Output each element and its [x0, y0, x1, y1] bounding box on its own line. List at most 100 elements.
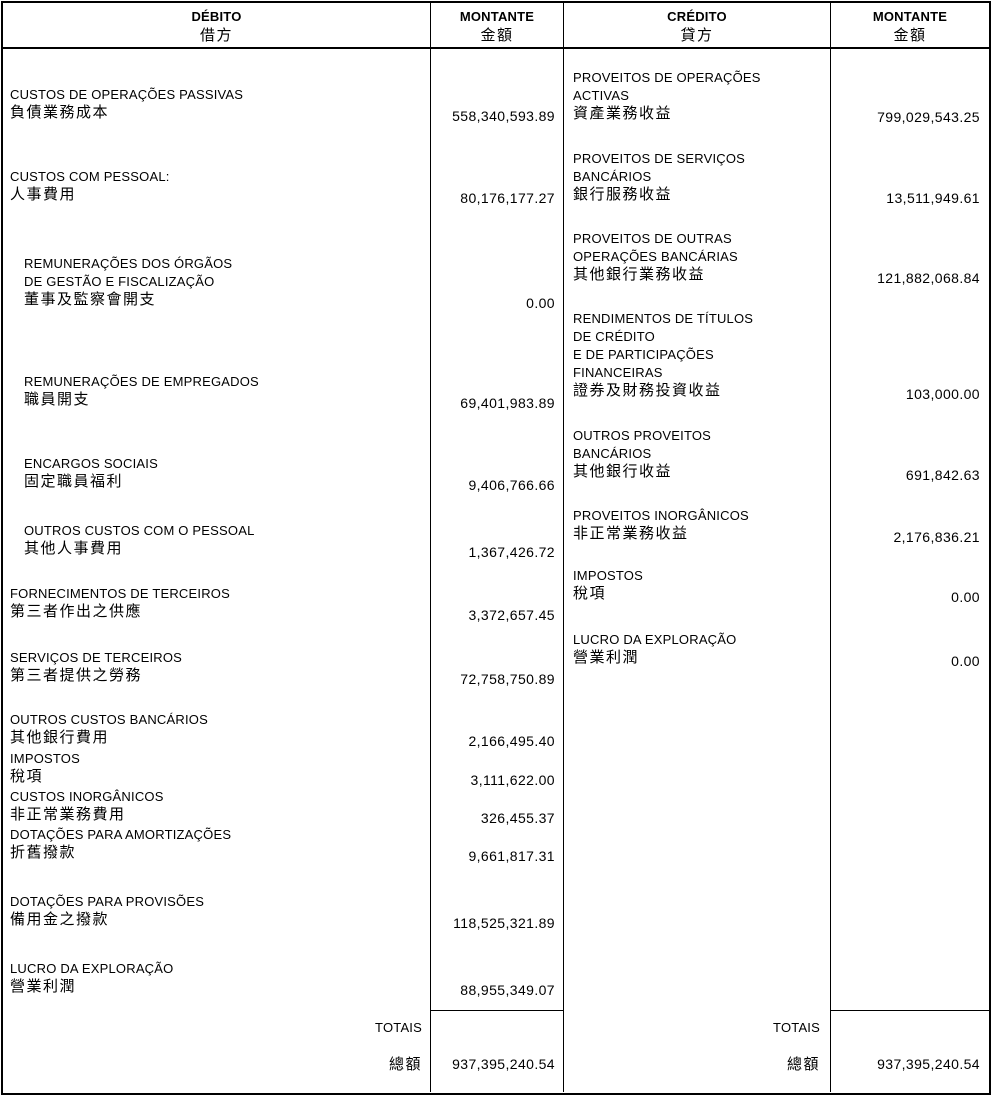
credit-item-amount: 103,000.00 [905, 386, 980, 402]
header-amount2-label-zh: 金額 [893, 27, 927, 44]
debit-item-amount: 88,955,349.07 [460, 982, 555, 998]
debit-item-amount: 326,455.37 [480, 810, 555, 826]
header-amount2-label-pt: MONTANTE [872, 9, 948, 24]
debit-item-amount: 558,340,593.89 [452, 108, 555, 124]
debit-item: OUTROS CUSTOS COM O PESSOAL 其他人事費用 [24, 522, 420, 558]
debit-item-name-zh: 折舊撥款 [10, 844, 77, 861]
debit-item-name-pt: OUTROS CUSTOS COM O PESSOAL [24, 523, 255, 538]
debit-item-amount: 118,525,321.89 [453, 915, 555, 931]
credit-totals-separator-line [831, 1010, 989, 1011]
credit-item-amount: 0.00 [951, 653, 980, 669]
credit-item-name-zh: 非正常業務收益 [573, 525, 689, 542]
credit-item-name-pt: RENDIMENTOS DE TÍTULOS DE CRÉDITO E DE P… [573, 311, 754, 380]
credit-item-amount: 0.00 [951, 589, 980, 605]
debit-item-name-zh: 其他銀行費用 [10, 729, 110, 746]
debit-item-name-zh: 固定職員福利 [24, 473, 124, 490]
credit-item: PROVEITOS INORGÂNICOS 非正常業務收益 [573, 507, 825, 543]
credit-item: RENDIMENTOS DE TÍTULOS DE CRÉDITO E DE P… [573, 310, 825, 400]
debit-item-name-zh: 董事及監察會開支 [24, 291, 157, 308]
credit-total-amount: 937,395,240.54 [877, 1056, 980, 1072]
debit-item: IMPOSTOS 稅項 [10, 750, 420, 786]
header-credit-label-pt: CRÉDITO [667, 9, 727, 24]
column-divider-1 [430, 3, 431, 1092]
credit-totals-label-zh: 總額 [786, 1056, 820, 1073]
debit-item-name-pt: FORNECIMENTOS DE TERCEIROS [10, 586, 230, 601]
debit-item: DOTAÇÕES PARA AMORTIZAÇÕES 折舊撥款 [10, 826, 420, 862]
credit-item-amount: 121,882,068.84 [877, 270, 980, 286]
debit-item-name-pt: IMPOSTOS [10, 751, 80, 766]
debit-totals-label-pt: TOTAIS [375, 1020, 422, 1035]
debit-item: REMUNERAÇÕES DE EMPREGADOS 職員開支 [24, 373, 420, 409]
credit-totals-label-pt: TOTAIS [773, 1020, 820, 1035]
credit-item: OUTROS PROVEITOS BANCÁRIOS 其他銀行收益 [573, 427, 825, 481]
debit-item-amount: 0.00 [526, 295, 555, 311]
debit-item-name-pt: SERVIÇOS DE TERCEIROS [10, 650, 183, 665]
debit-item-amount: 1,367,426.72 [468, 544, 555, 560]
debit-totals-separator-line [431, 1010, 563, 1011]
credit-item: LUCRO DA EXPLORAÇÃO 營業利潤 [573, 631, 825, 667]
header-amount1-label-pt: MONTANTE [459, 9, 535, 24]
credit-item: PROVEITOS DE OPERAÇÕES ACTIVAS 資產業務收益 [573, 69, 825, 123]
credit-item: PROVEITOS DE SERVIÇOS BANCÁRIOS 銀行服務收益 [573, 150, 825, 204]
debit-item-name-zh: 第三者提供之勞務 [10, 667, 143, 684]
header-debit-label-pt: DÉBITO [191, 9, 242, 24]
debit-item-name-pt: DOTAÇÕES PARA AMORTIZAÇÕES [10, 827, 232, 842]
header-amount1-label-zh: 金額 [480, 27, 514, 44]
debit-item: DOTAÇÕES PARA PROVISÕES 備用金之撥款 [10, 893, 420, 929]
header-debit-label-zh: 借方 [199, 27, 233, 44]
debit-item: FORNECIMENTOS DE TERCEIROS 第三者作出之供應 [10, 585, 420, 621]
debit-item-name-pt: CUSTOS COM PESSOAL: [10, 169, 170, 184]
debit-item-amount: 3,111,622.00 [470, 772, 555, 788]
credit-item-name-zh: 其他銀行收益 [573, 463, 673, 480]
credit-item-name-zh: 稅項 [573, 585, 607, 602]
header-cell-debit: DÉBITO 借方 [3, 8, 430, 46]
debit-item-name-pt: REMUNERAÇÕES DE EMPREGADOS [24, 374, 259, 389]
column-divider-3 [830, 3, 831, 1092]
debit-item-amount: 69,401,983.89 [460, 395, 555, 411]
debit-item-name-pt: DOTAÇÕES PARA PROVISÕES [10, 894, 205, 909]
debit-item-name-zh: 第三者作出之供應 [10, 603, 143, 620]
debit-item: CUSTOS COM PESSOAL: 人事費用 [10, 168, 420, 204]
credit-item-name-zh: 證券及財務投資收益 [573, 382, 722, 399]
credit-item-name-zh: 營業利潤 [573, 649, 640, 666]
debit-total-amount: 937,395,240.54 [452, 1056, 555, 1072]
debit-item-amount: 80,176,177.27 [460, 190, 555, 206]
credit-item-name-pt: OUTROS PROVEITOS BANCÁRIOS [573, 428, 712, 461]
credit-item-amount: 2,176,836.21 [893, 529, 980, 545]
debit-item-name-zh: 稅項 [10, 768, 44, 785]
header-credit-label-zh: 貸方 [680, 27, 714, 44]
debit-item: LUCRO DA EXPLORAÇÃO 營業利潤 [10, 960, 420, 996]
credit-item-amount: 691,842.63 [905, 467, 980, 483]
debit-item-name-pt: ENCARGOS SOCIAIS [24, 456, 158, 471]
debit-item-name-zh: 人事費用 [10, 186, 77, 203]
credit-item-amount: 13,511,949.61 [886, 190, 980, 206]
debit-item: CUSTOS DE OPERAÇÕES PASSIVAS 負債業務成本 [10, 86, 420, 122]
debit-item: REMUNERAÇÕES DOS ÓRGÃOS DE GESTÃO E FISC… [24, 255, 420, 309]
debit-item: CUSTOS INORGÂNICOS 非正常業務費用 [10, 788, 420, 824]
debit-item-name-zh: 備用金之撥款 [10, 911, 110, 928]
header-separator-line [3, 47, 989, 49]
credit-item-name-pt: LUCRO DA EXPLORAÇÃO [573, 632, 737, 647]
debit-item-name-zh: 其他人事費用 [24, 540, 124, 557]
credit-item-name-pt: PROVEITOS DE SERVIÇOS BANCÁRIOS [573, 151, 746, 184]
credit-item-name-zh: 其他銀行業務收益 [573, 266, 706, 283]
debit-item: OUTROS CUSTOS BANCÁRIOS 其他銀行費用 [10, 711, 420, 747]
credit-item-name-pt: IMPOSTOS [573, 568, 643, 583]
debit-item-amount: 2,166,495.40 [468, 733, 555, 749]
header-cell-amount-credit: MONTANTE 金額 [831, 8, 989, 46]
debit-totals-label-zh: 總額 [388, 1056, 422, 1073]
debit-item-amount: 72,758,750.89 [460, 671, 555, 687]
debit-item-name-zh: 非正常業務費用 [10, 806, 126, 823]
credit-item-name-zh: 資產業務收益 [573, 105, 673, 122]
header-cell-credit: CRÉDITO 貸方 [564, 8, 830, 46]
credit-item-amount: 799,029,543.25 [877, 109, 980, 125]
debit-item: ENCARGOS SOCIAIS 固定職員福利 [24, 455, 420, 491]
credit-item: IMPOSTOS 稅項 [573, 567, 825, 603]
debit-item-amount: 9,406,766.66 [468, 477, 555, 493]
debit-item-amount: 9,661,817.31 [468, 848, 555, 864]
header-cell-amount-debit: MONTANTE 金額 [431, 8, 563, 46]
debit-item-name-pt: CUSTOS DE OPERAÇÕES PASSIVAS [10, 87, 244, 102]
debit-item-name-pt: LUCRO DA EXPLORAÇÃO [10, 961, 174, 976]
